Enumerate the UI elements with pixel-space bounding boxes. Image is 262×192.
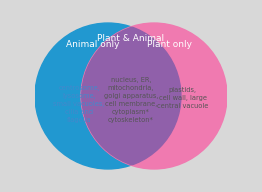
Text: Plant only: Plant only bbox=[147, 40, 192, 49]
Text: plastids,
cell wall, large
central vacuole: plastids, cell wall, large central vacuo… bbox=[157, 87, 209, 109]
Text: nucleus, ER,
mitochondria,
golgi apparatus,
cell membrane,
cytoplasm*
cytoskelet: nucleus, ER, mitochondria, golgi apparat… bbox=[104, 77, 158, 123]
Text: Plant & Animal: Plant & Animal bbox=[97, 34, 165, 43]
Text: Animal only: Animal only bbox=[66, 40, 119, 49]
Circle shape bbox=[81, 23, 227, 169]
Circle shape bbox=[35, 23, 181, 169]
Text: centrosome,
lysosome,
small vacuoles,
cilia and
flagella: centrosome, lysosome, small vacuoles, ci… bbox=[53, 85, 105, 123]
Circle shape bbox=[35, 23, 181, 169]
